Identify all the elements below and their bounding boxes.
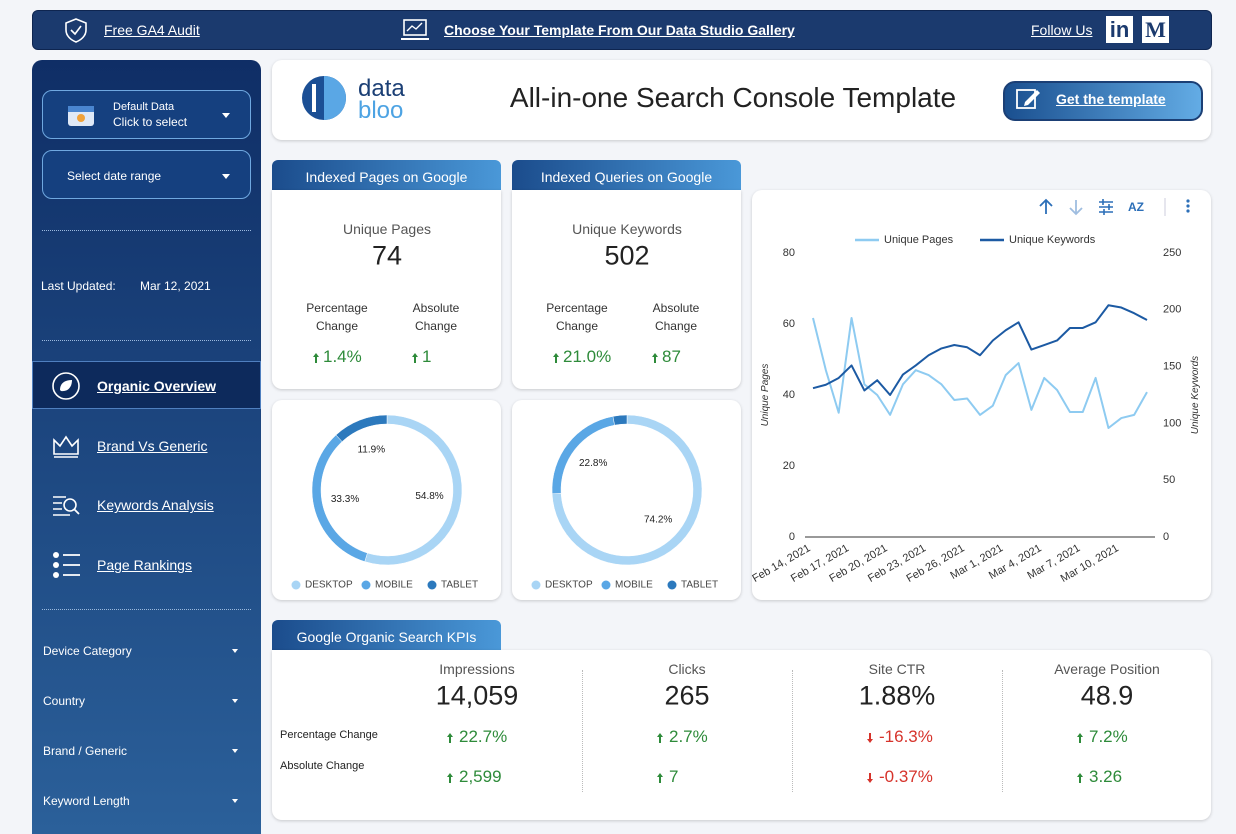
kpi-row-label: Absolute Change (280, 760, 365, 772)
date-selector-label: Select date range (67, 169, 162, 183)
nav-item[interactable]: Brand Vs Generic (97, 437, 208, 454)
kpi-separator (792, 670, 793, 792)
audit-link[interactable]: Free GA4 Audit (104, 22, 200, 38)
kpi-change: 2.7% (669, 727, 708, 746)
selector-title: Default Data (113, 101, 175, 113)
kpi-change: 7.2% (1089, 727, 1128, 746)
linkedin-icon[interactable]: in (1106, 16, 1133, 43)
donut-card (512, 400, 741, 600)
caret (232, 649, 238, 653)
gallery-link[interactable]: Choose Your Template From Our Data Studi… (444, 22, 795, 38)
laptop-icon (401, 19, 429, 40)
sort-az-icon[interactable]: AZ (1128, 200, 1144, 214)
date-selector[interactable] (42, 150, 251, 199)
metric-label: Unique Keywords (572, 221, 682, 237)
change-label: Absolute Change (412, 301, 460, 333)
kpi-value: 48.9 (1080, 680, 1134, 711)
nav-icon (53, 435, 79, 458)
divider (42, 230, 251, 231)
kpi-name: Impressions (439, 661, 515, 677)
top-bar (32, 10, 1212, 50)
kpi-row-label: Percentage Change (280, 729, 378, 741)
kpi-name: Site CTR (868, 661, 926, 677)
caret (232, 699, 238, 703)
follow-label: Follow Us (1031, 22, 1093, 38)
nav-icon (53, 496, 80, 517)
header-title: All-in-one Search Console Template (509, 82, 957, 113)
shield-icon (65, 18, 87, 43)
donut-card (272, 400, 501, 600)
last-updated-value: Mar 12, 2021 (140, 279, 211, 293)
card-tab: Indexed Queries on Google (512, 160, 741, 190)
summary-card (512, 190, 741, 389)
active-nav-bg (32, 361, 261, 409)
logo-icon (302, 76, 346, 120)
filter-icon[interactable] (1099, 199, 1113, 215)
kpi-change: 2,599 (459, 767, 502, 786)
kpi-separator (1002, 670, 1003, 792)
chart-toolbar: AZ (1039, 198, 1190, 216)
change-label: Absolute Change (652, 301, 700, 333)
kpi-tab: Google Organic Search KPIs (272, 620, 501, 650)
nav-icon (52, 372, 80, 400)
change-label: Percentage Change (546, 301, 608, 333)
get-template-button[interactable] (1003, 81, 1203, 121)
edit-icon (1016, 89, 1040, 109)
nav-item[interactable]: Keywords Analysis (97, 497, 214, 514)
summary-card (272, 190, 501, 389)
line-chart-card (752, 190, 1211, 600)
data-icon (68, 106, 94, 126)
change-value: 1 (422, 347, 432, 366)
kpi-change: 7 (669, 767, 679, 786)
filter-label[interactable]: Brand / Generic (43, 744, 128, 758)
change-value: 21.0% (563, 347, 612, 366)
filter-label[interactable]: Country (43, 694, 86, 708)
kpi-change: -0.37% (879, 767, 933, 786)
kpi-value: 1.88% (858, 680, 936, 711)
nav-icon (53, 552, 80, 579)
metric-value: 74 (371, 240, 403, 271)
change-label: Percentage Change (306, 301, 368, 333)
nav-item[interactable]: Organic Overview (97, 378, 217, 394)
caret (232, 749, 238, 753)
filter-label[interactable]: Device Category (43, 644, 132, 658)
caret (222, 174, 230, 179)
last-updated-label: Last Updated: (41, 279, 116, 293)
caret (222, 113, 230, 118)
kpi-value: 14,059 (435, 680, 519, 711)
card-tab: Indexed Pages on Google (272, 160, 501, 190)
kpi-name: Clicks (668, 661, 706, 677)
sort-down-icon[interactable] (1069, 200, 1083, 216)
logo-text: bloo (358, 97, 404, 124)
change-value: 87 (662, 347, 681, 366)
caret (232, 799, 238, 803)
kpi-separator (582, 670, 583, 792)
kpi-change: -16.3% (879, 727, 933, 746)
divider (42, 340, 251, 341)
more-icon[interactable] (1186, 209, 1190, 213)
medium-icon[interactable]: M (1142, 16, 1169, 43)
change-value: 1.4% (323, 347, 362, 366)
selector-hint: Click to select (113, 115, 188, 129)
kpi-card (272, 650, 1211, 820)
nav-item[interactable]: Page Rankings (97, 557, 192, 574)
get-template-label[interactable]: Get the template (1056, 91, 1166, 107)
filter-label[interactable]: Keyword Length (43, 794, 130, 808)
kpi-value: 265 (664, 680, 710, 711)
sort-up-icon[interactable] (1039, 198, 1053, 214)
logo-text: data (358, 75, 405, 102)
kpi-change: 3.26 (1089, 767, 1123, 786)
kpi-name: Average Position (1054, 661, 1160, 677)
kpi-change: 22.7% (459, 727, 508, 746)
metric-label: Unique Pages (343, 221, 431, 237)
divider (42, 609, 251, 610)
metric-value: 502 (604, 240, 650, 271)
